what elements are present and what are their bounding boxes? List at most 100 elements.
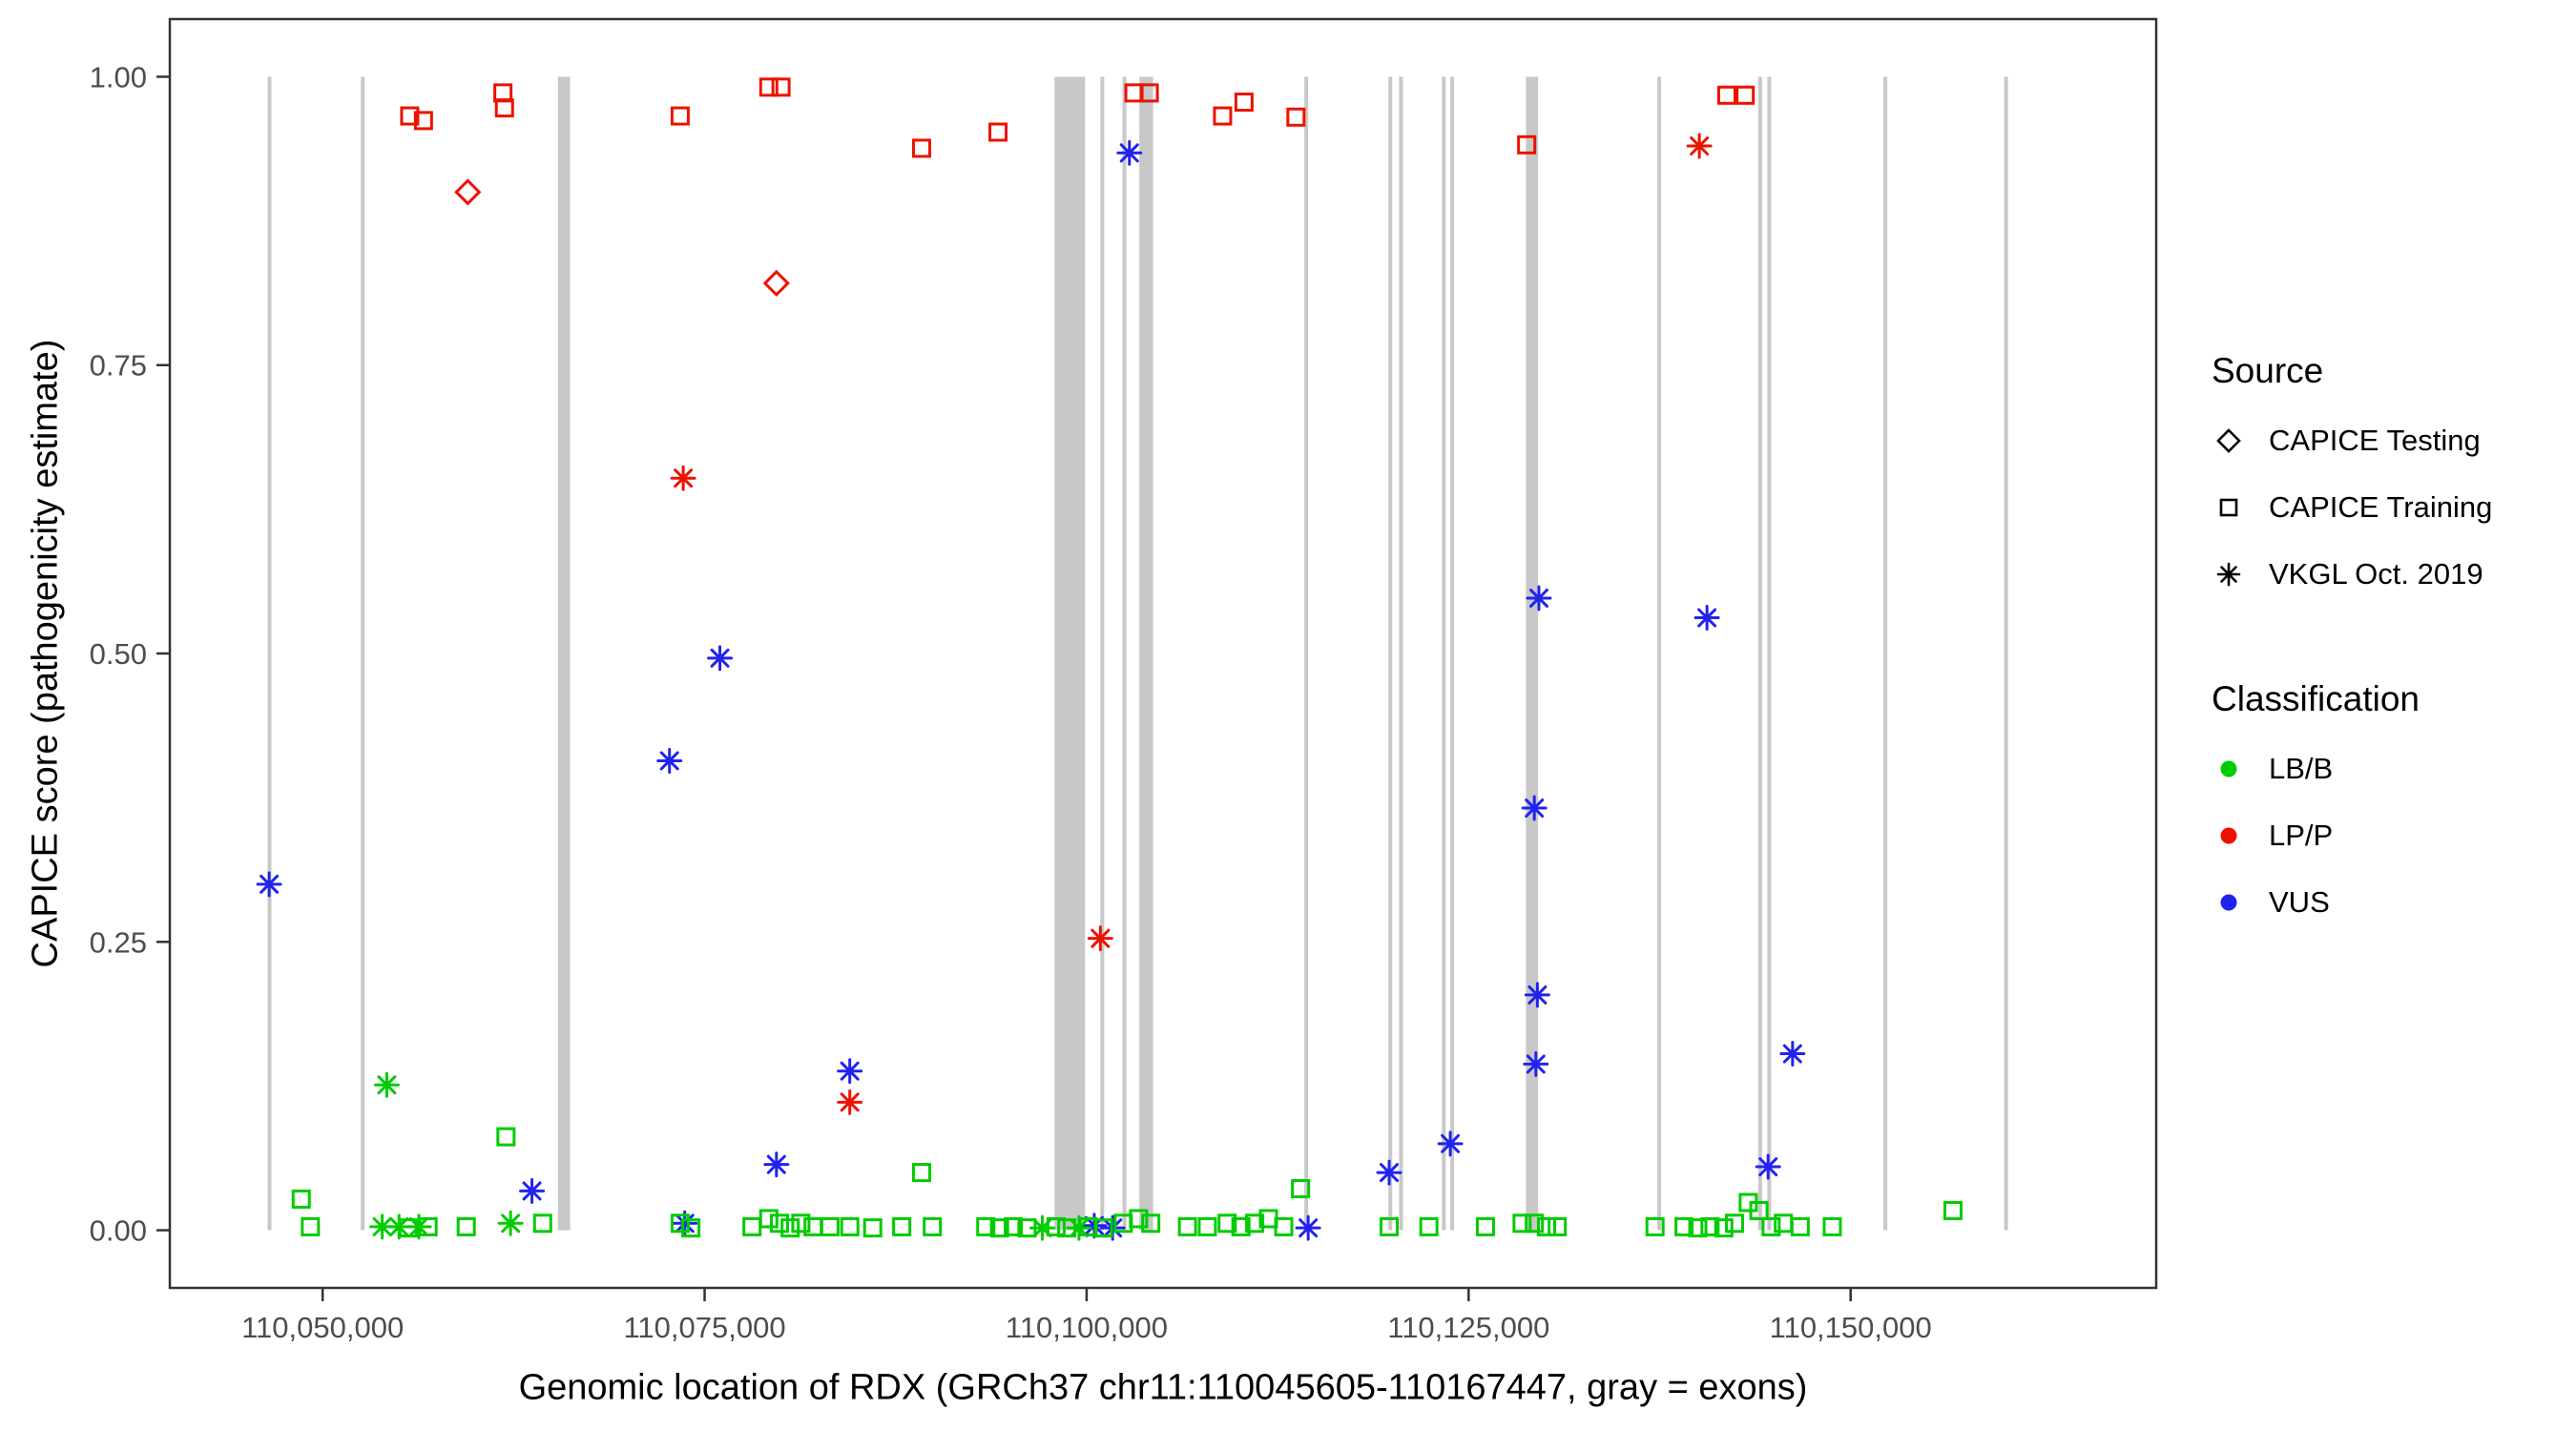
data-point-asterisk [1521,795,1548,821]
data-point-square [742,1216,762,1236]
data-point-asterisk [1116,139,1143,166]
legend-group-source: Source CAPICE Testing CAPICE Training VK… [2212,351,2565,591]
y-tick-label: 0.75 [90,349,147,383]
data-point-square [1291,1179,1311,1199]
data-point-square [1245,1213,1265,1234]
legend-label-capice-testing: CAPICE Testing [2269,424,2481,457]
data-point-square [1129,1209,1149,1229]
data-point-square [1716,85,1736,105]
data-point-asterisk [1755,1153,1781,1180]
data-point-square [1724,1213,1744,1234]
exon-band [1100,76,1105,1231]
data-point-square [892,1216,912,1236]
legend-item-capice-testing: CAPICE Testing [2212,424,2565,458]
data-point-asterisk [519,1177,546,1204]
y-tick-label: 0.00 [90,1214,147,1248]
data-point-square [1548,1216,1568,1236]
data-point-square [911,138,931,158]
exon-band [1054,76,1086,1231]
data-point-square [1093,1218,1113,1238]
exon-band [2004,76,2008,1231]
exon-band [1757,76,1762,1231]
data-point-asterisk [1295,1214,1321,1241]
data-point-square [456,1216,476,1236]
exon-band [557,76,571,1231]
data-point-square [1714,1218,1734,1238]
legend-group-classification: Classification LB/B LP/P VUS [2212,679,2565,920]
data-point-square [820,1216,840,1236]
data-point-square [1475,1216,1495,1236]
exon-band [1526,76,1539,1231]
data-point-square [670,1213,690,1234]
data-point-square [532,1213,552,1234]
data-point-square [1177,1216,1197,1236]
data-point-square [1688,1218,1708,1238]
y-tick-label: 0.25 [90,925,147,959]
legend-item-lbb: LB/B [2212,752,2565,786]
data-point-asterisk [1523,1050,1549,1077]
data-point-square [911,1163,931,1183]
data-point-square [1700,1216,1720,1236]
data-point-square [1645,1216,1665,1236]
data-point-square [301,1216,321,1236]
data-point-asterisk [497,1210,524,1236]
legend-label-vus: VUS [2269,885,2330,919]
data-point-square [494,98,514,118]
exon-band [1388,76,1393,1231]
data-point-square [1525,1213,1545,1234]
data-point-square [1761,1216,1781,1236]
data-point-square [1217,1213,1237,1234]
data-point-asterisk [707,645,734,672]
red-dot-icon [2220,827,2237,844]
x-tick-label: 110,125,000 [1387,1311,1549,1344]
data-point-square [1057,1218,1077,1238]
data-point-asterisk [670,465,696,491]
data-point-square [770,1213,790,1234]
blue-dot-icon [2220,894,2237,911]
data-point-square [1942,1200,1963,1220]
exon-band [1442,76,1446,1231]
data-point-square [1234,93,1254,113]
legend-item-capice-training: CAPICE Training [2212,490,2565,525]
data-point-asterisk [672,1210,698,1236]
data-point-asterisk [373,1071,400,1098]
data-point-square [398,1218,418,1238]
plot-panel-border [168,17,2158,1290]
data-point-diamond [454,178,482,206]
data-point-square [1231,1216,1251,1236]
data-point-square [418,1216,438,1236]
data-point-asterisk [1028,1214,1055,1241]
data-point-square [989,1218,1009,1238]
data-point-square [1017,1218,1037,1238]
data-point-square [771,77,791,97]
data-point-asterisk [837,1058,863,1085]
data-point-asterisk [1437,1130,1464,1157]
data-point-asterisk [1686,133,1713,159]
data-point-square [1735,85,1755,105]
data-point-square [988,122,1008,142]
diamond-icon [2216,428,2241,453]
data-point-square [400,106,420,126]
green-dot-icon [2220,760,2237,778]
data-point-square [758,77,779,97]
y-axis-title: CAPICE score (pathogenicity estimate) [25,339,66,968]
legend-source-title: Source [2212,351,2324,390]
exon-band [1657,76,1662,1231]
data-point-square [1274,1216,1294,1236]
exon-band [1399,76,1403,1231]
exon-band [1304,76,1309,1231]
data-point-square [1674,1216,1694,1236]
data-point-square [1139,83,1159,103]
exon-band [361,76,365,1231]
exon-band [1767,76,1772,1231]
data-point-asterisk [1376,1159,1402,1186]
data-point-square [1419,1216,1439,1236]
data-point-square [1380,1216,1400,1236]
legend-label-lpp: LP/P [2269,819,2334,852]
data-point-diamond [762,269,790,298]
data-point-square [1517,135,1537,155]
data-point-square [780,1218,800,1238]
data-point-square [1286,107,1306,127]
